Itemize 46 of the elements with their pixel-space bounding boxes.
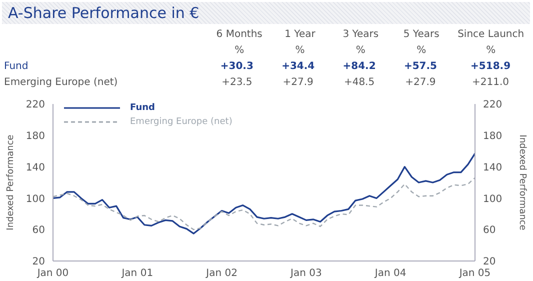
text: 1 Year bbox=[284, 28, 316, 42]
y2-axis-title: Indexed Performance bbox=[516, 134, 527, 231]
text: +211.0 bbox=[471, 76, 510, 90]
y-tick-label: 140 bbox=[26, 162, 45, 174]
text: +48.5 bbox=[342, 76, 376, 90]
text: % bbox=[354, 44, 366, 58]
y2-tick-label: 220 bbox=[483, 100, 502, 111]
text: % bbox=[234, 44, 246, 58]
text: +27.9 bbox=[282, 76, 314, 90]
text: +27.9 bbox=[404, 76, 437, 90]
text: +518.9 bbox=[470, 60, 512, 74]
text: +84.2 bbox=[342, 60, 377, 74]
text: +23.5 bbox=[220, 76, 254, 90]
y2-tick-label: 140 bbox=[483, 162, 502, 174]
text: +34.4 bbox=[280, 60, 316, 74]
y2-tick-label: 100 bbox=[483, 194, 502, 205]
y-tick-label: 20 bbox=[32, 256, 45, 268]
y-tick-label: 100 bbox=[26, 194, 45, 205]
text: 3 Years bbox=[342, 28, 380, 42]
x-tick-label: Jan 03 bbox=[290, 268, 322, 280]
y-tick-label: 180 bbox=[26, 130, 45, 142]
y-axis-title: Indexed Performance bbox=[6, 134, 16, 230]
text: Since Launch bbox=[456, 28, 526, 42]
x-tick-label: Jan 02 bbox=[205, 268, 238, 280]
y-tick-label: 220 bbox=[26, 100, 45, 111]
text: % bbox=[416, 44, 428, 58]
text: Emerging Europe (net) bbox=[4, 76, 119, 90]
x-tick-label: Jan 05 bbox=[458, 268, 491, 280]
y2-tick-label: 20 bbox=[483, 256, 496, 268]
x-tick-label: Jan 01 bbox=[120, 268, 154, 280]
x-tick-label: Jan 04 bbox=[374, 268, 406, 280]
y2-tick-label: 180 bbox=[483, 130, 502, 142]
text: 5 Years bbox=[402, 28, 440, 42]
text: +57.5 bbox=[402, 60, 438, 74]
y2-tick-label: 60 bbox=[483, 225, 496, 236]
y-tick-label: 60 bbox=[32, 225, 45, 236]
text: +30.3 bbox=[219, 60, 254, 74]
chart-title: A-Share Performance in € bbox=[2, 2, 530, 24]
line-series bbox=[53, 152, 475, 234]
text: Fund bbox=[4, 60, 30, 74]
text: % bbox=[485, 44, 497, 58]
text: Fund bbox=[130, 103, 155, 113]
text: Emerging Europe (net) bbox=[130, 117, 232, 127]
text: % bbox=[294, 44, 306, 58]
text: 6 Months bbox=[215, 28, 264, 42]
x-tick-label: Jan 00 bbox=[36, 268, 69, 280]
